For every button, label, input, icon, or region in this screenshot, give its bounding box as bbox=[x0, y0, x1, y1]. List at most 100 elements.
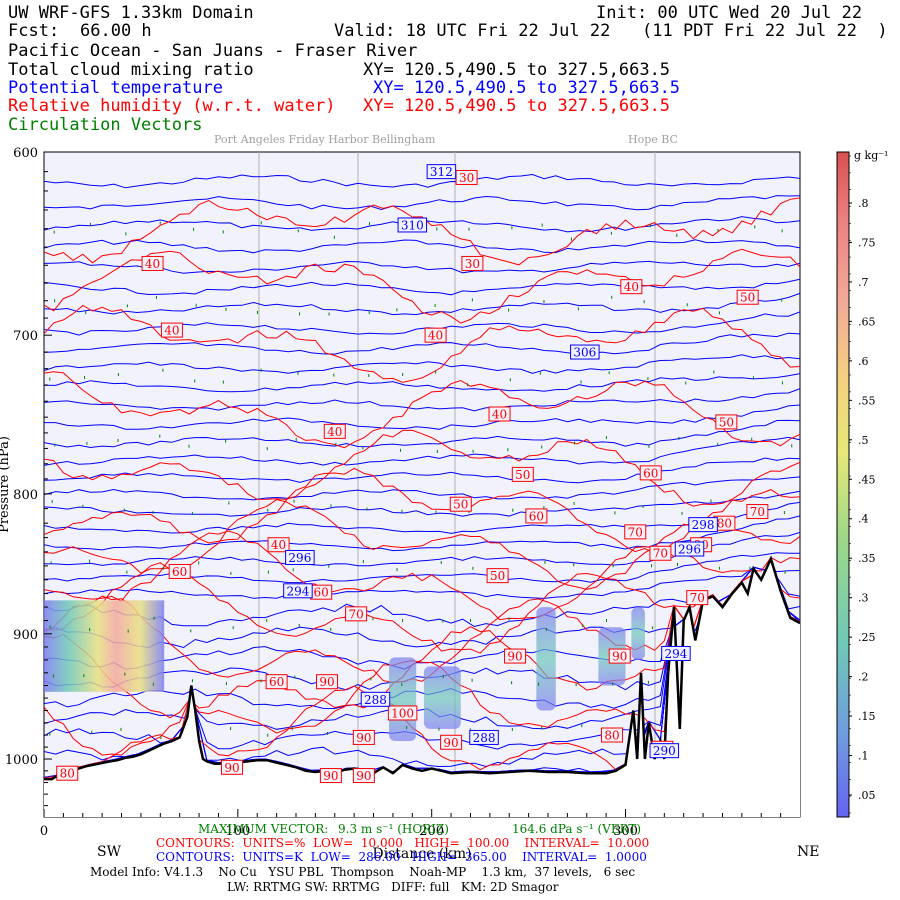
colorbar-unit: g kg⁻¹ bbox=[854, 149, 888, 162]
theta-contour bbox=[44, 373, 800, 393]
y-tick-label: 800 bbox=[13, 488, 38, 503]
rh-contour-label: 40 bbox=[271, 538, 286, 552]
rh-contour bbox=[44, 304, 800, 383]
colorbar-tick-label: .15 bbox=[858, 710, 876, 723]
rh-contour-label-box bbox=[504, 648, 527, 664]
theta-contour bbox=[44, 292, 800, 316]
theta-contour bbox=[44, 354, 800, 374]
colorbar-tick-label: .75 bbox=[858, 236, 876, 249]
rh-contour-label-box bbox=[620, 279, 643, 295]
y-tick-label: 900 bbox=[13, 628, 38, 643]
colorbar-tick-label: .5 bbox=[858, 434, 869, 447]
rh-contour-label-box bbox=[267, 537, 290, 553]
max-vector-vert: 164.6 dPa s⁻¹ (VERT) bbox=[512, 822, 642, 836]
x-tick-label: 0 bbox=[40, 824, 48, 839]
field-cloud-xy: XY= 120.5,490.5 to 327.5,663.5 bbox=[363, 60, 671, 80]
rh-contour-label: 70 bbox=[653, 547, 668, 561]
rh-contour-label: 80 bbox=[717, 517, 732, 531]
theta-contour-label-box bbox=[397, 217, 428, 233]
rh-contour-label: 40 bbox=[145, 257, 160, 271]
theta-contour bbox=[44, 436, 800, 466]
colorbar-tick-label: .3 bbox=[858, 592, 869, 605]
field-cloud-mixing-ratio: Total cloud mixing ratio bbox=[8, 60, 254, 80]
rh-contour-label: 50 bbox=[453, 498, 468, 512]
rh-contour bbox=[44, 248, 800, 324]
rh-contour-label-box bbox=[352, 729, 375, 745]
theta-contour-label-box bbox=[674, 541, 705, 557]
rh-contour-label-box bbox=[624, 524, 647, 540]
theta-contour-label: 288 bbox=[473, 731, 496, 745]
colorbar-tick-label: .45 bbox=[858, 473, 876, 486]
rh-contour-label-box bbox=[323, 423, 346, 439]
cloud-mixing-ratio-fill bbox=[44, 600, 645, 742]
colorbar-tick-label: .05 bbox=[858, 789, 876, 802]
theta-contour bbox=[44, 404, 800, 430]
rh-contour-label-box bbox=[319, 768, 342, 784]
rh-contour-label-box bbox=[461, 255, 484, 271]
direction-ne-label: NE bbox=[797, 844, 819, 860]
rh-contour-label-box bbox=[56, 765, 79, 781]
y-tick-label: 700 bbox=[13, 329, 38, 344]
y-axis-label: Pressure (hPa) bbox=[0, 436, 12, 533]
theta-contour bbox=[44, 239, 800, 254]
init-time: Init: 00 UTC Wed 20 Jul 22 bbox=[596, 3, 863, 23]
theta-contour-label-box bbox=[649, 743, 680, 759]
rh-contour-label: 50 bbox=[490, 569, 505, 583]
axes: 600 700 800 900 1000 0 100 200 300 Pressure (hPa)… bbox=[0, 146, 819, 862]
rh-contour-label-box bbox=[221, 759, 244, 775]
place-label-hope: Hope BC bbox=[628, 133, 678, 146]
rh-contour-label: 40 bbox=[164, 324, 179, 338]
rh-contour-label-box bbox=[449, 496, 472, 512]
max-vector-label: MAXIMUM VECTOR: bbox=[198, 822, 329, 836]
colorbar-tick-label: .4 bbox=[858, 513, 869, 526]
colorbar-tick-label: .6 bbox=[858, 355, 869, 368]
rh-contour-label-box bbox=[316, 674, 339, 690]
rh-contour-label-box bbox=[736, 289, 759, 305]
forecast-label: Fcst: bbox=[8, 21, 60, 41]
theta-contour bbox=[44, 195, 800, 211]
rh-contour-label-box bbox=[141, 255, 164, 271]
theta-contour bbox=[44, 566, 800, 599]
rh-contour-label-box bbox=[746, 504, 769, 520]
theta-contour-label: 310 bbox=[401, 218, 424, 232]
rh-contour-label: 90 bbox=[323, 769, 338, 783]
circulation-vectors bbox=[49, 221, 793, 740]
rh-contour-label: 50 bbox=[740, 291, 755, 305]
colorbar-tick-label: .25 bbox=[858, 631, 876, 644]
rh-contour-label-box bbox=[488, 406, 511, 422]
rh-contour bbox=[44, 556, 800, 779]
x-tick-label: 300 bbox=[613, 824, 638, 839]
forecast-hour: 66.00 h bbox=[80, 21, 152, 41]
theta-contour-label: 298 bbox=[692, 518, 715, 532]
rh-contour-label: 60 bbox=[314, 586, 329, 600]
y-tick-label: 600 bbox=[13, 146, 38, 161]
x-tick-label: 200 bbox=[419, 824, 444, 839]
theta-contour bbox=[44, 490, 800, 517]
x-tick-label: 100 bbox=[225, 824, 250, 839]
rh-contour-label-box bbox=[352, 768, 375, 784]
rh-contour-label-box bbox=[440, 734, 463, 750]
theta-contour-label: 294 bbox=[664, 647, 687, 661]
theta-contour-label-box bbox=[360, 691, 391, 707]
colorbar-tick-label: .1 bbox=[858, 750, 869, 763]
theta-contour-label: 296 bbox=[288, 551, 311, 565]
rh-contour-label: 90 bbox=[507, 650, 522, 664]
rh-contour-label: 40 bbox=[428, 329, 443, 343]
field-theta-xy: XY= 120.5,490.5 to 327.5,663.5 bbox=[373, 78, 681, 98]
colorbar-ramp bbox=[836, 151, 850, 818]
theta-contour-label: 306 bbox=[573, 346, 596, 360]
colorbar-tick-label: .2 bbox=[858, 671, 869, 684]
theta-contour-label: 288 bbox=[364, 693, 387, 707]
terrain-fill bbox=[44, 558, 800, 817]
rh-contour-label: 60 bbox=[269, 675, 284, 689]
rh-contour-label: 50 bbox=[719, 415, 734, 429]
cloud-patch bbox=[631, 607, 645, 660]
rh-contour bbox=[44, 530, 800, 621]
theta-contour bbox=[44, 501, 800, 534]
rh-contour-label: 40 bbox=[624, 280, 639, 294]
rh-contour-label: 70 bbox=[690, 591, 705, 605]
rh-contour-label-box bbox=[168, 563, 191, 579]
rh-contour-label: 30 bbox=[459, 171, 474, 185]
rh-contour-label: 100 bbox=[391, 706, 414, 720]
theta-contour-label-box bbox=[285, 549, 315, 565]
